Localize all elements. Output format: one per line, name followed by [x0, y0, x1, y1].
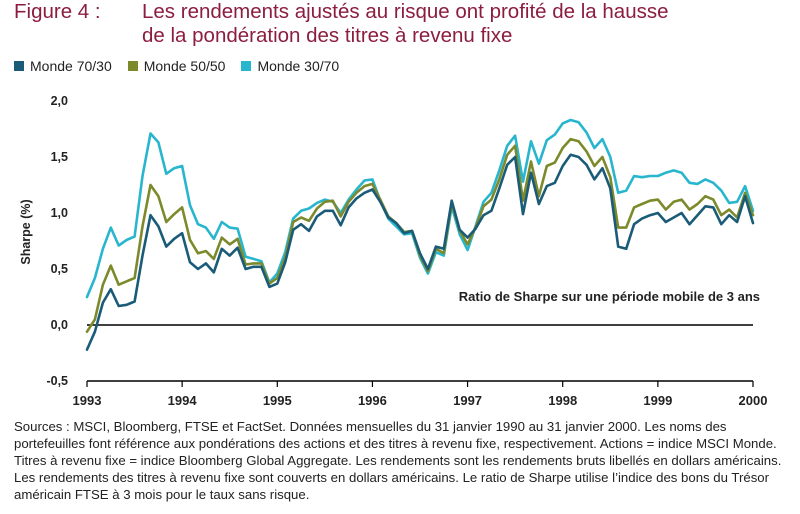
sharpe-line-chart: 2,0 1,5 1,0 0,5 0,0 -0,5 1993 1994 1995 1996 1997… — [19, 94, 768, 408]
y-tick-label: 0,5 — [51, 262, 68, 276]
x-tick-label: 1996 — [358, 393, 387, 408]
legend-item-monde-30-70: Monde 30/70 — [241, 58, 339, 74]
legend-item-monde-70-30: Monde 70/30 — [14, 58, 112, 74]
y-axis-ticks: 2,0 1,5 1,0 0,5 0,0 -0,5 — [46, 94, 68, 388]
legend-label-monde-30-70: Monde 30/70 — [257, 58, 340, 74]
chart-annotation: Ratio de Sharpe sur une période mobile d… — [459, 289, 760, 304]
y-axis-label: Sharpe (%) — [19, 199, 33, 264]
x-tick-label: 1998 — [548, 393, 577, 408]
title-line-2: de la pondération des titres à revenu fi… — [142, 24, 513, 47]
legend: Monde 70/30 Monde 50/50 Monde 30/70 — [14, 57, 355, 75]
sources-note: Sources : MSCI, Bloomberg, FTSE et FactS… — [14, 419, 782, 502]
x-tick-label: 1997 — [453, 393, 482, 408]
y-tick-label: 1,0 — [51, 206, 68, 220]
x-tick-label: 2000 — [739, 393, 768, 408]
x-tick-label: 1995 — [263, 393, 292, 408]
x-tick-label: 1999 — [643, 393, 672, 408]
x-axis-ticks: 1993 1994 1995 1996 1997 1998 1999 2000 — [73, 381, 768, 408]
y-tick-label: 2,0 — [51, 94, 68, 108]
figure-number: Figure 4 : — [14, 0, 101, 23]
legend-label-monde-50-50: Monde 50/50 — [143, 58, 226, 74]
y-tick-label: -0,5 — [46, 374, 68, 388]
chart-title: Figure 4 : Les rendements ajustés au risq… — [14, 0, 794, 48]
legend-label-monde-70-30: Monde 70/30 — [30, 58, 112, 74]
y-tick-label: 0,0 — [51, 318, 68, 332]
series-lines — [85, 118, 755, 351]
legend-swatch-monde-30-70 — [241, 61, 252, 71]
legend-swatch-monde-70-30 — [14, 61, 24, 71]
x-tick-label: 1993 — [73, 393, 102, 408]
series-line-monde-30-70 — [85, 118, 755, 299]
series-line-monde-70-30 — [85, 153, 755, 351]
y-tick-label: 1,5 — [51, 150, 68, 164]
legend-item-monde-50-50: Monde 50/50 — [127, 58, 226, 74]
x-tick-label: 1994 — [168, 393, 198, 408]
legend-swatch-monde-50-50 — [127, 61, 138, 71]
title-line-1: Les rendements ajustés au risque ont pro… — [142, 0, 669, 23]
